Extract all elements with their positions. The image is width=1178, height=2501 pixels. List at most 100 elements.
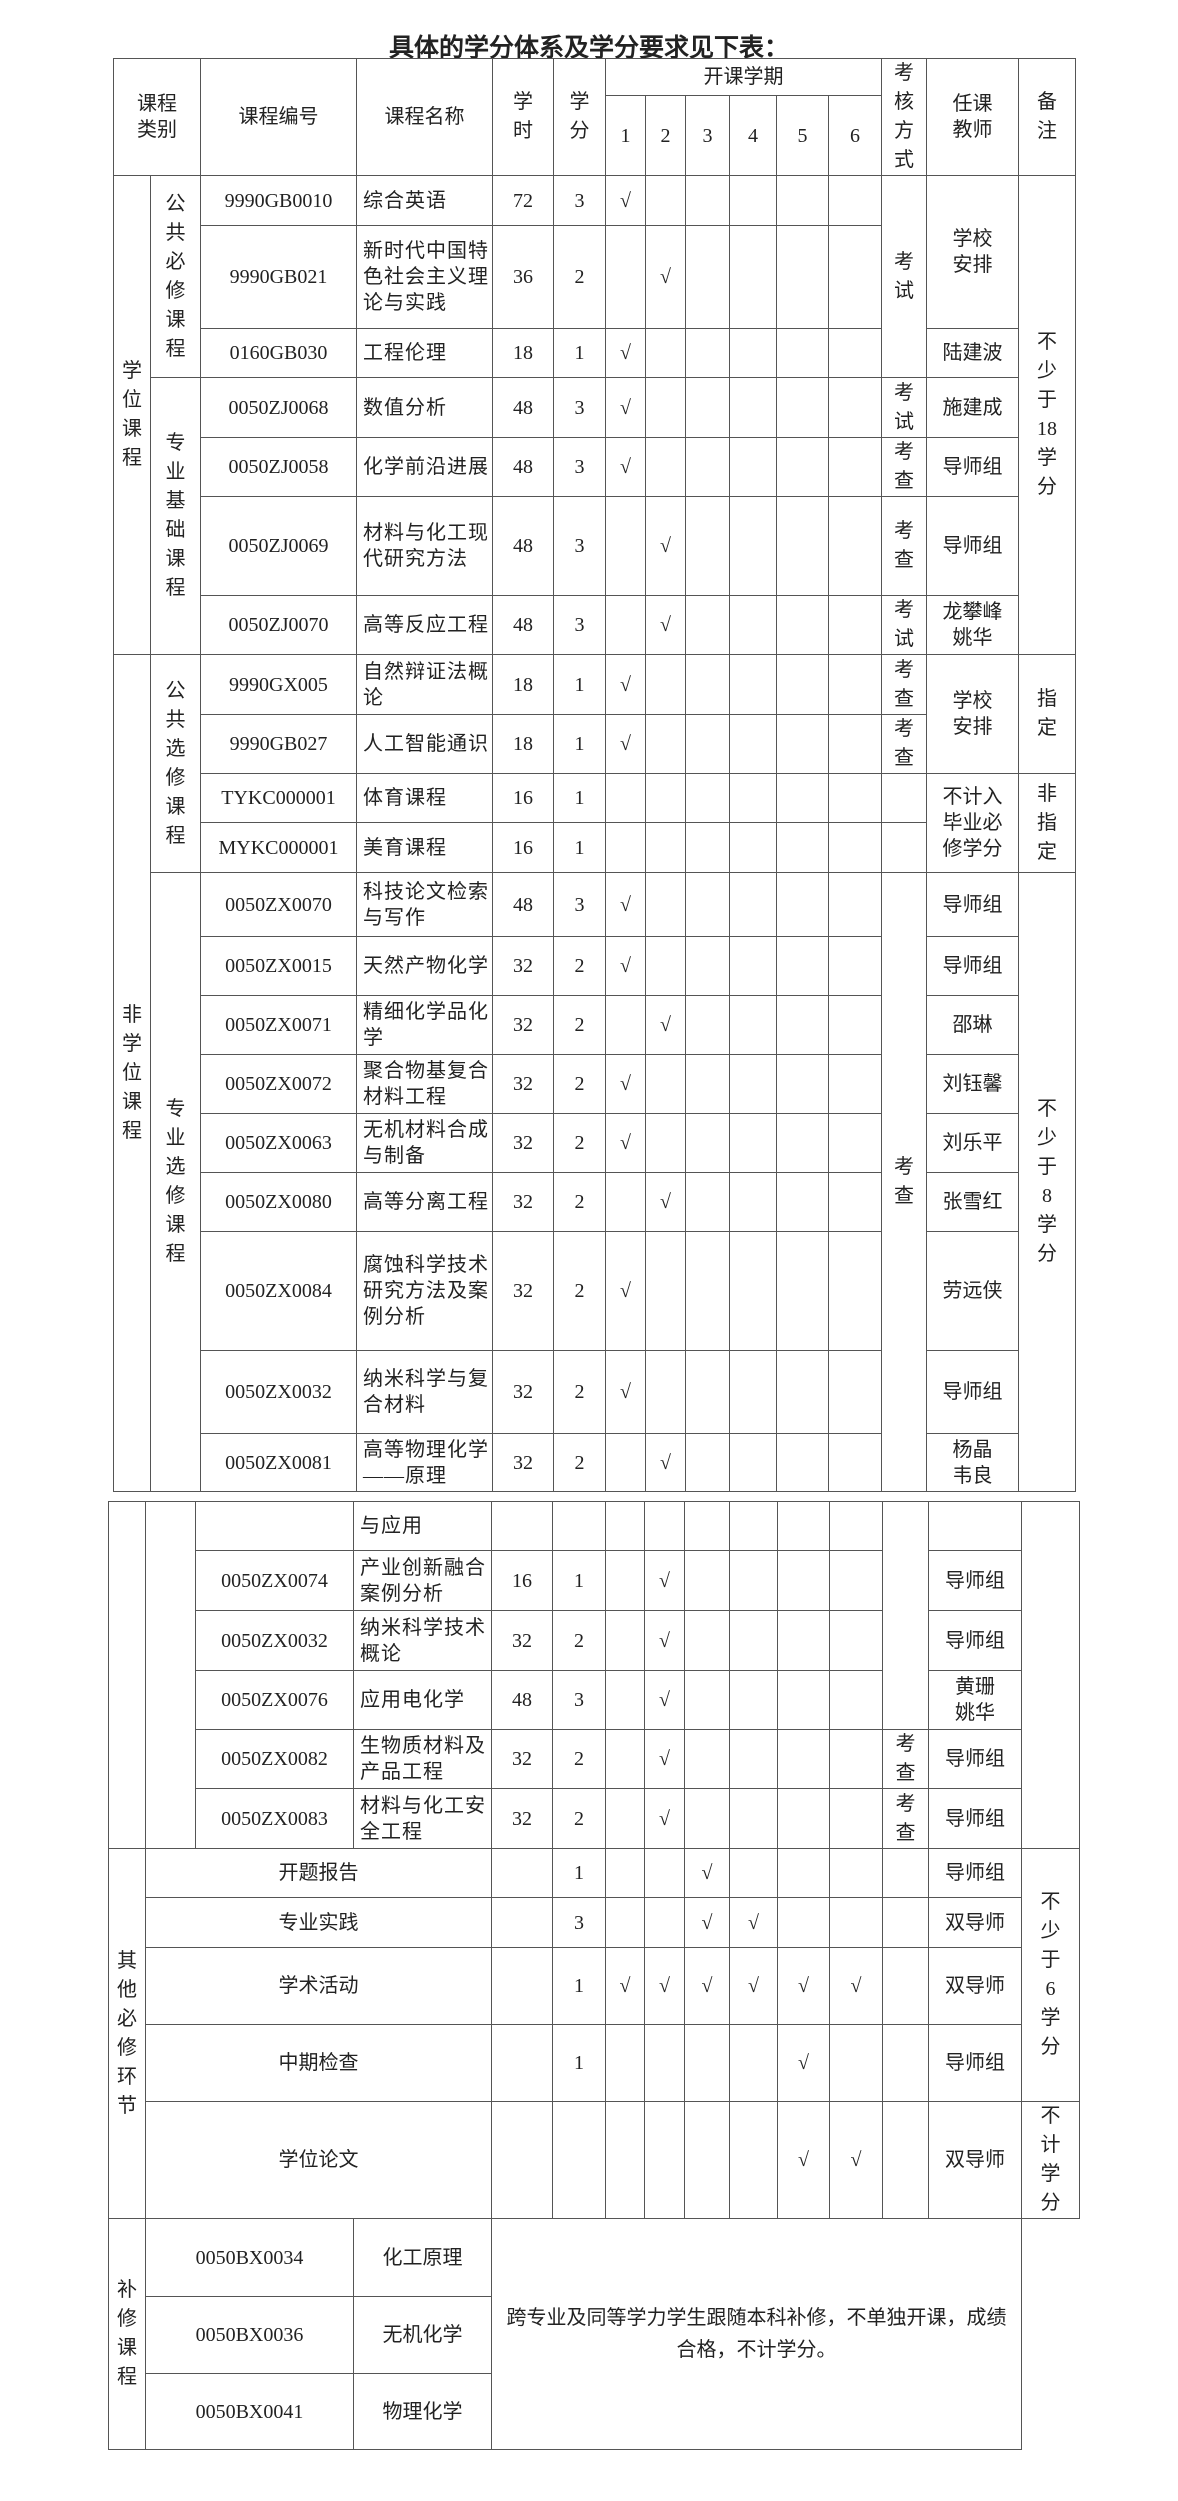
course-hours-text: 32 [512,1807,532,1830]
course-hours-text: 32 [513,1191,533,1213]
course-hours: 32 [491,1729,553,1789]
semester-1-check [605,2024,645,2102]
other-item-name: 专业实践 [145,1897,492,1948]
semester-4-check [729,1350,777,1434]
semester-1-check [605,1788,645,1849]
semester-6-check [829,1501,883,1551]
course-hours-text: 48 [512,1689,532,1711]
course-name: 无机材料合成与制备 [356,1113,493,1173]
other-item-teacher-text: 导师组 [945,2052,1005,2074]
semester-2-check: √ [645,595,686,655]
credit-table-part-2: 与应用 0050ZX0074 产业创新融合案例分析 16 1 √ 导师组 0050ZX0032… [108,1501,1080,2450]
semester-3-check [685,328,730,378]
course-subcategory-text: 公共必修课程 [165,192,186,360]
makeup-course-code-text: 0050BX0036 [195,2324,304,2346]
teacher: 导师组 [928,1610,1022,1671]
semester-3-check-text: √ [701,1862,713,1884]
semester-5-check [777,1670,830,1730]
semester-4-check [729,1172,777,1232]
course-credits: 2 [553,225,606,329]
teacher-text: 导师组 [942,1381,1003,1403]
course-name-text: 聚合物基复合材料工程 [363,1060,489,1108]
other-item-hours [491,1897,553,1948]
course-credits [552,1501,606,1551]
semester-2-check [645,1113,686,1173]
semester-4-check [729,595,777,655]
semester-5-check [776,714,829,774]
semester-6-check-text: √ [850,1975,862,1997]
semester-6-check: √ [829,1947,883,2025]
other-note: 不少于6学分 [1021,1848,1080,2102]
other-item-credits-text: 3 [574,1911,584,1934]
exam-method: 考查 [882,1788,929,1849]
course-hours-text: 32 [513,1014,533,1036]
course-name: 人工智能通识 [356,714,493,774]
course-name: 科技论文检索与写作 [356,872,493,937]
course-code: 0050ZX0032 [200,1350,357,1434]
semester-6-check [829,1610,883,1671]
semester-6-check [828,773,882,823]
course-name: 自然辩证法概论 [356,654,493,715]
header-semester-3: 3 [685,95,730,176]
semester-4-check-text: √ [748,1975,759,1997]
course-name: 应用电化学 [353,1670,492,1730]
course-row: 专业选修课程 0050ZX0070 科技论文检索与写作 48 3 √ 考查 导师组 不少于8学分 [114,872,1076,1492]
course-credits-text: 2 [574,1451,585,1474]
course-name-text: 人工智能通识 [363,733,489,755]
semester-2-check [644,2024,685,2102]
semester-3-check [685,1433,730,1492]
exam-method-text: 考查 [894,718,914,769]
course-code: 9990GB0010 [200,175,357,226]
teacher: 黄珊 姚华 [928,1670,1022,1730]
course-code: 9990GX005 [200,654,357,715]
course-subcategory: 公共必修课程 [150,175,201,378]
course-name-text: 高等反应工程 [363,614,489,636]
other-item-row: 学位论文 √ √ 双导师 不计学分 [109,2101,1080,2219]
course-code-text: TYKC000001 [221,787,336,809]
header-teacher-text: 任课教师 [952,93,993,141]
semester-2-check-text: √ [659,1629,670,1652]
course-code-text: 0050ZX0083 [221,1807,328,1830]
semester-4-check [729,872,777,937]
course-code-text: 9990GB027 [229,733,328,755]
course-row: 9990GB021 新时代中国特色社会主义理论与实践 36 2 √ [114,225,1076,329]
course-hours-text: 32 [513,1132,533,1154]
course-credits-text: 2 [574,1073,585,1095]
semester-1-check: √ [605,175,646,226]
semester-5-check [777,1729,830,1789]
course-hours: 18 [492,714,554,774]
course-row: 0050ZX0032 纳米科学技术概论 32 2 √ 导师组 [109,1610,1080,1671]
other-item-credits: 1 [552,1947,606,2025]
semester-5-check [777,1848,830,1898]
other-item-hours [491,2101,553,2219]
semester-3-check [685,872,730,937]
course-credits-text: 1 [574,836,585,859]
course-name-text: 高等物理化学——原理 [363,1438,489,1487]
semester-4-check-text: √ [748,1911,759,1934]
course-code-text: 0050ZX0072 [225,1073,332,1095]
course-hours-text: 32 [513,1073,533,1095]
teacher: 导师组 [928,1550,1022,1611]
makeup-course-code: 0050BX0041 [145,2373,354,2450]
semester-5-check [776,1113,829,1173]
course-name: 产业创新融合案例分析 [353,1550,492,1611]
course-code: 9990GB027 [200,714,357,774]
course-row: 0050ZX0063 无机材料合成与制备 32 2 √ 刘乐平 [114,1113,1076,1173]
semester-6-check [828,822,882,873]
semester-5-check [776,1350,829,1434]
semester-3-check [685,175,730,226]
course-credits: 2 [553,1231,606,1351]
semester-2-check-text: √ [660,614,671,636]
teacher: 劳远侠 [926,1231,1019,1351]
other-item-credits [552,2101,606,2219]
course-code: 0050ZX0071 [200,995,357,1055]
teacher: 导师组 [928,1788,1022,1849]
header-teacher: 任课教师 [926,58,1019,176]
semester-1-check [605,773,646,823]
exam-method-text: 考试 [894,250,914,302]
semester-2-check [645,1054,686,1114]
course-row: TYKC000001 体育课程 16 1 不计入 毕业必 修学分 非指定 [114,773,1076,873]
course-name-text: 材料与化工现代研究方法 [363,522,489,570]
semester-6-check [828,496,882,596]
teacher-text: 邵琳 [952,1014,993,1036]
